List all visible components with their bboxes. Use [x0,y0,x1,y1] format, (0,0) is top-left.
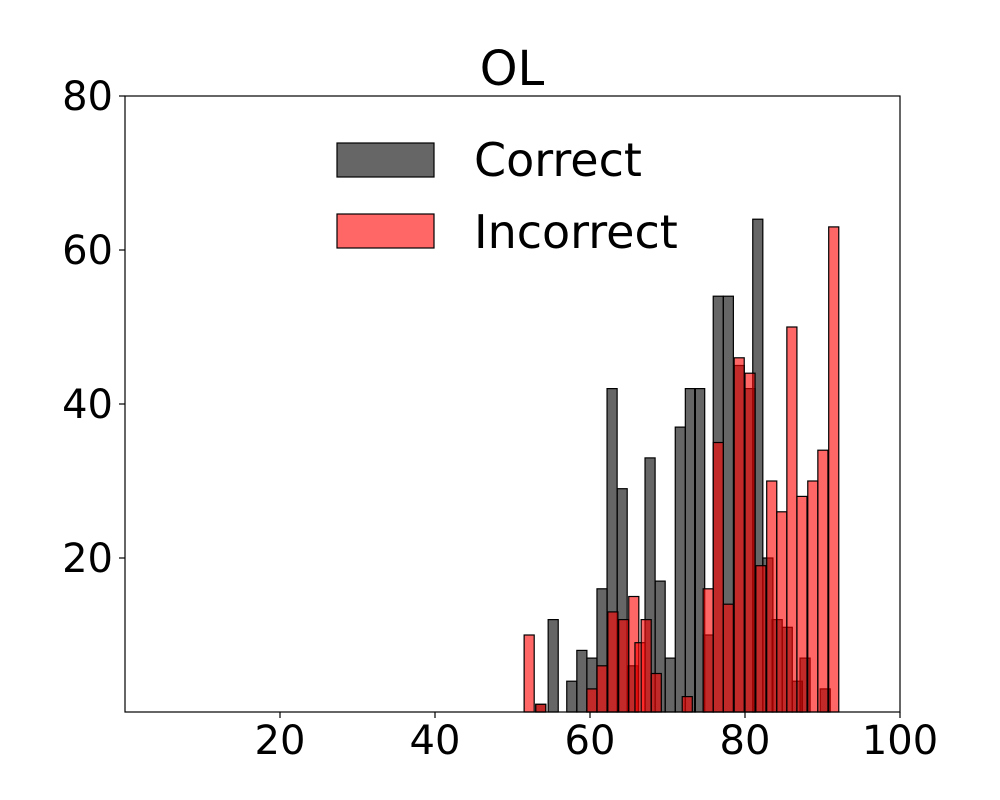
histogram-bar [674,426,686,713]
histogram-bar [618,618,630,713]
histogram-bar [664,657,676,713]
histogram-bar [640,618,652,713]
histogram-bar [796,495,808,713]
histogram-bar [535,703,547,713]
x-tick-label: 20 [255,718,306,764]
histogram-bar [596,665,608,713]
y-tick-label: 60 [62,228,113,274]
legend-swatch-incorrect [336,213,435,249]
histogram-bar [766,480,778,713]
histogram-bar [702,588,714,713]
histogram-bar [523,634,535,713]
histogram-bar [786,326,798,713]
y-tick-label: 20 [62,536,113,582]
histogram-bar [586,688,598,713]
histogram-bar [576,649,588,713]
chart-title: OL [480,41,545,97]
x-tick-label: 60 [565,718,616,764]
histogram-bar [733,357,745,713]
y-axis: 20 40 60 80 [62,74,125,582]
histogram-bar [681,695,693,713]
legend-label-incorrect: Incorrect [474,205,678,259]
histogram-bar [712,441,724,713]
histogram-bar [547,618,559,713]
histogram-bar [744,372,756,713]
legend-swatch-correct [336,142,435,178]
series-incorrect-bars [523,226,840,713]
legend: Correct Incorrect [336,133,678,259]
x-axis: 20 40 60 80 100 [255,712,938,764]
histogram-bar [722,603,734,713]
histogram-bar [566,680,578,713]
x-tick-label: 100 [862,718,938,764]
histogram-bar [650,672,662,713]
histogram-bar [817,449,829,713]
x-tick-label: 80 [720,718,771,764]
histogram-bar [828,226,840,713]
histogram-bar [755,565,767,713]
histogram-bar [684,388,697,713]
histogram-bar [607,611,619,713]
y-tick-label: 40 [62,382,113,428]
histogram-bar [776,511,788,713]
y-tick-label: 80 [62,74,113,120]
x-tick-label: 40 [410,718,461,764]
legend-label-correct: Correct [474,133,642,187]
histogram-bar [807,480,819,713]
